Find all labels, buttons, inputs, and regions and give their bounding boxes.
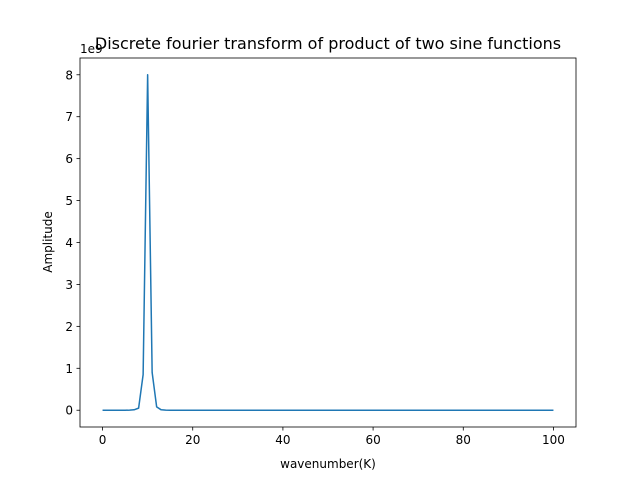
x-axis-label: wavenumber(K) [280, 457, 376, 471]
x-tick-label: 20 [185, 433, 200, 447]
y-tick-label: 1 [65, 362, 73, 376]
plot-area: 0 20 40 60 80 100 0 1 2 3 4 5 6 7 8 [65, 57, 577, 447]
y-tick-label: 5 [65, 194, 73, 208]
y-offset-label: 1e9 [80, 42, 103, 56]
y-tick-label: 8 [65, 68, 73, 82]
y-tick-label: 6 [65, 152, 73, 166]
x-tick-label: 100 [542, 433, 565, 447]
x-tick-label: 80 [456, 433, 471, 447]
y-axis-label: Amplitude [41, 211, 55, 273]
y-tick-label: 3 [65, 278, 73, 292]
series-line-0 [102, 74, 554, 411]
y-tick-label: 4 [65, 236, 73, 250]
y-tick-label: 0 [65, 404, 73, 418]
x-tick-label: 40 [275, 433, 290, 447]
y-tick-label: 7 [65, 110, 73, 124]
y-tick-label: 2 [65, 320, 73, 334]
chart-title: Discrete fourier transform of product of… [95, 34, 561, 53]
x-tick-label: 60 [365, 433, 380, 447]
x-tick-label: 0 [99, 433, 107, 447]
